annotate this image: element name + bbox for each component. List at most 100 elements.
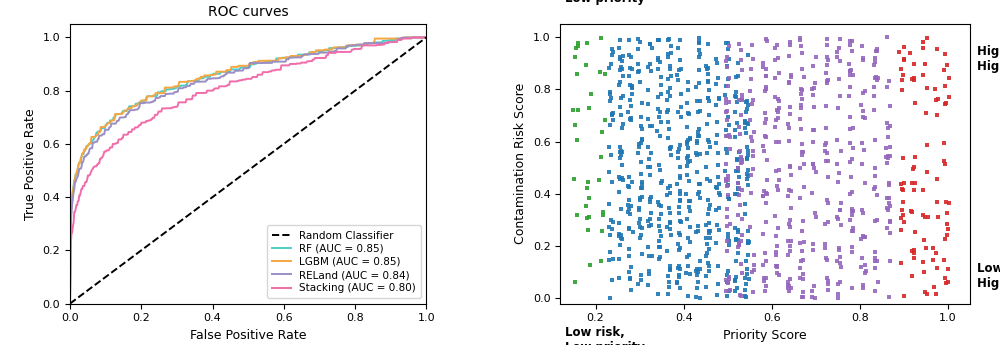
Point (730, 180, 746, 186)
Point (819, 150, 835, 155)
Point (673, 91, 689, 97)
Point (743, 172, 759, 178)
Point (739, 106, 755, 112)
Point (604, 112, 620, 117)
Point (758, 258, 774, 264)
Point (730, 187, 746, 192)
Point (867, 75, 883, 80)
Point (720, 279, 736, 285)
Text: Low risk,
High priority: Low risk, High priority (977, 262, 1000, 290)
RELand (AUC = 0.84) (257, 61, 269, 65)
Point (867, 258, 883, 264)
Point (743, 77, 759, 82)
Point (614, 149, 630, 155)
Point (844, 48, 860, 53)
Point (878, 155, 894, 160)
Point (780, 194, 796, 199)
Point (640, 116, 656, 121)
Point (688, 269, 704, 274)
Point (845, 125, 861, 131)
Point (720, 177, 736, 183)
Point (867, 288, 883, 294)
Point (611, 231, 627, 237)
Point (679, 163, 695, 169)
Point (906, 256, 922, 261)
Point (820, 282, 836, 287)
Point (856, 147, 872, 153)
Point (614, 59, 630, 64)
Point (690, 228, 706, 234)
Point (631, 144, 647, 150)
Point (698, 164, 714, 169)
Point (769, 244, 785, 249)
Point (781, 79, 797, 84)
Point (936, 67, 952, 73)
Point (842, 38, 858, 43)
Point (829, 55, 845, 60)
Point (569, 213, 585, 218)
Point (718, 109, 734, 115)
Point (941, 200, 957, 206)
Point (844, 156, 860, 161)
Point (831, 170, 847, 175)
Point (691, 68, 707, 73)
Point (937, 101, 953, 107)
Point (728, 259, 744, 264)
Point (653, 211, 669, 217)
Point (731, 41, 747, 47)
Point (905, 166, 921, 171)
Point (680, 153, 696, 158)
Point (783, 72, 799, 78)
Point (730, 165, 746, 170)
Point (698, 235, 714, 240)
Point (641, 272, 657, 277)
Point (869, 217, 885, 223)
RF (AUC = 0.85) (235, 65, 247, 69)
Point (632, 195, 648, 200)
Point (621, 206, 637, 211)
Point (738, 259, 754, 264)
Point (738, 109, 754, 114)
Point (938, 199, 954, 205)
Point (937, 83, 953, 89)
Point (581, 105, 597, 111)
Point (929, 199, 945, 204)
Point (758, 190, 774, 196)
Point (631, 220, 647, 226)
Point (882, 123, 898, 128)
Point (744, 101, 760, 107)
Point (793, 43, 809, 49)
Point (690, 223, 706, 229)
Point (819, 36, 835, 42)
Point (832, 254, 848, 260)
Point (691, 181, 707, 186)
RELand (AUC = 0.84) (408, 36, 420, 40)
Point (915, 260, 931, 265)
Point (634, 137, 650, 143)
Point (614, 163, 630, 168)
Point (718, 178, 734, 184)
Point (623, 117, 639, 123)
Point (623, 203, 639, 208)
Point (796, 239, 812, 245)
Point (729, 191, 745, 197)
Point (678, 270, 694, 275)
Point (701, 268, 717, 274)
Point (720, 46, 736, 51)
Point (644, 46, 660, 51)
Point (669, 181, 685, 187)
Point (744, 43, 760, 48)
Point (732, 292, 748, 298)
Point (820, 220, 836, 225)
Point (721, 132, 737, 138)
Point (792, 196, 808, 201)
Point (740, 252, 756, 258)
Point (605, 110, 621, 116)
Point (858, 269, 874, 274)
Point (929, 112, 945, 118)
Point (611, 45, 627, 50)
Point (904, 274, 920, 279)
Point (659, 193, 675, 198)
Point (673, 104, 689, 109)
Point (771, 177, 787, 183)
